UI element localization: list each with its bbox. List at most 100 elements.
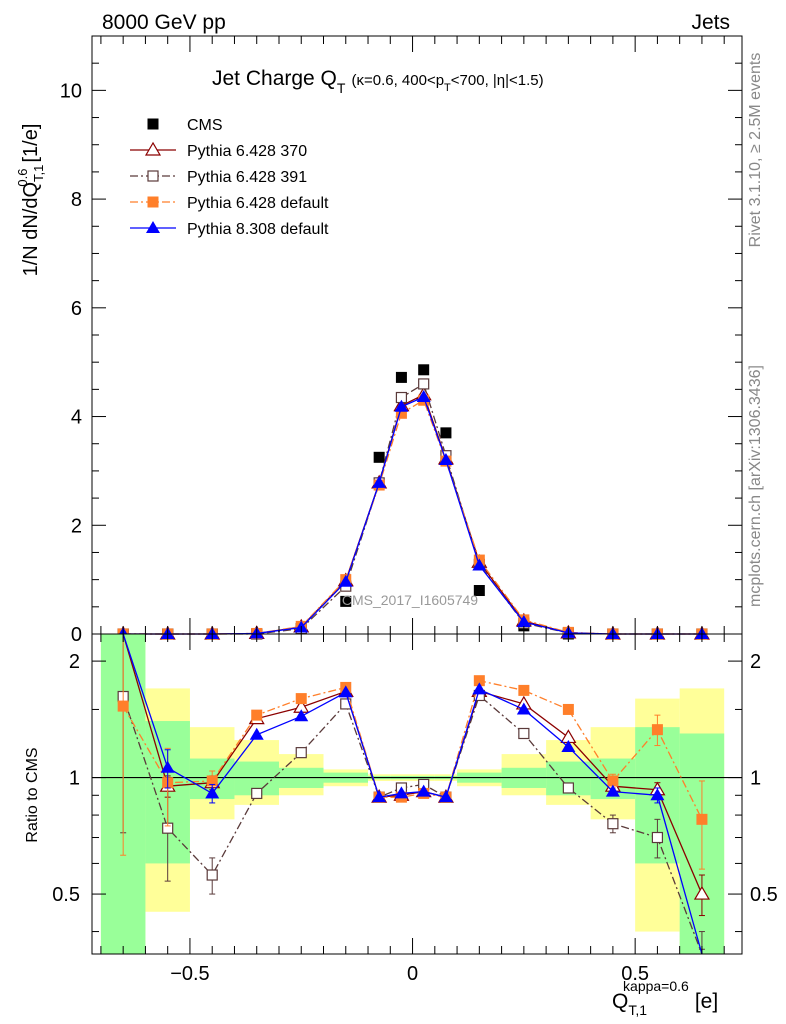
- main-point: [438, 453, 453, 466]
- main-point: [472, 558, 487, 571]
- main-ylabel-sub: T,1: [31, 165, 46, 182]
- header-right: Jets: [691, 11, 730, 34]
- ratio-point: [562, 782, 574, 794]
- legend-item: Pythia 8.308 default: [130, 221, 329, 238]
- main-ytick-label: 6: [71, 298, 82, 320]
- ratio-xlabel: QT,1 kappa=0.6 [e]: [612, 978, 718, 1018]
- ratio-point: [205, 786, 220, 799]
- ratio-xtick-label: 0.5: [621, 963, 649, 985]
- main-series-line: [123, 382, 702, 635]
- main-point: [373, 451, 385, 463]
- ratio-ytick-label-right: 2: [750, 651, 761, 673]
- ratio-point: [516, 702, 531, 715]
- legend-label: CMS: [187, 117, 223, 134]
- ratio-ylabel: Ratio to CMS: [24, 747, 41, 842]
- ratio-point: [294, 709, 309, 722]
- ratio-point: [438, 790, 453, 803]
- ratio-point: [607, 775, 619, 787]
- ratio-point: [160, 760, 175, 773]
- ratio-point: [605, 784, 620, 797]
- legend-item: Pythia 6.428 default: [130, 195, 329, 212]
- main-ytick-label: 8: [71, 189, 82, 211]
- ratio-xlabel-unit: [e]: [695, 990, 718, 1013]
- main-title-sub: T: [337, 80, 346, 96]
- ratio-point: [607, 818, 619, 830]
- ratio-point: [562, 703, 574, 715]
- ratio-point: [696, 813, 708, 825]
- ratio-series-line: [122, 633, 703, 955]
- legend-marker: [147, 170, 159, 182]
- legend-item: CMS: [147, 117, 223, 134]
- ratio-point: [394, 786, 409, 799]
- ratio-point: [117, 700, 129, 712]
- legend-item: Pythia 6.428 370: [130, 141, 307, 160]
- main-ylabel-sup: 0.6: [15, 169, 30, 187]
- legend-marker: [144, 141, 162, 156]
- main-point: [418, 378, 430, 390]
- ratio-ytick-label-right: 1: [750, 768, 761, 790]
- ratio-xlabel-sup: kappa=0.6: [623, 978, 689, 994]
- ratio-ytick-label: 1: [69, 768, 80, 790]
- ratio-xlabel-sub: T,1: [628, 1002, 647, 1018]
- main-point: [338, 574, 353, 587]
- legend-item: Pythia 6.428 391: [130, 169, 307, 186]
- ratio-point: [416, 784, 431, 797]
- watermark: CMS_2017_I1605749: [342, 592, 478, 608]
- ratio-point: [372, 790, 387, 803]
- main-point: [395, 371, 407, 383]
- legend-label: Pythia 6.428 391: [187, 169, 307, 186]
- ratio-series-line: [122, 633, 703, 895]
- ratio-point: [206, 869, 218, 881]
- ratio-ytick-label: 0.5: [52, 884, 80, 906]
- mcplots-label: mcplots.cern.ch [arXiv:1306.3436]: [747, 365, 764, 607]
- ratio-point: [473, 675, 485, 687]
- main-title-cond: (κ=0.6, 400<p: [351, 72, 444, 89]
- ratio-point: [206, 775, 218, 787]
- main-point: [395, 407, 407, 419]
- rivet-label: Rivet 3.1.10, ≥ 2.5M events: [747, 53, 764, 248]
- ratio-plot-frame: [91, 633, 743, 955]
- ratio-point: [295, 747, 307, 759]
- ratio-xtick-label: 0: [407, 963, 418, 985]
- main-point: [372, 475, 387, 488]
- main-ytick-label: 10: [60, 80, 82, 102]
- ratio-point: [472, 682, 487, 695]
- main-point: [340, 595, 352, 607]
- legend-marker: [146, 221, 160, 233]
- legend: CMS Pythia 6.428 370 Pythia 6.428 391 Pythi…: [130, 117, 329, 238]
- main-title-cond-sub: T: [444, 82, 451, 94]
- legend-label: Pythia 6.428 370: [187, 143, 307, 160]
- header-left: 8000 GeV pp: [102, 11, 226, 34]
- main-ytick-label: 4: [71, 407, 82, 429]
- main-ytick-label: 0: [71, 624, 82, 646]
- ratio-ytick-label-right: 0.5: [750, 884, 778, 906]
- ratio-point: [295, 693, 307, 705]
- ratio-xtick-label: −0.5: [170, 963, 209, 985]
- main-point: [473, 585, 485, 597]
- main-ytick-label: 2: [71, 515, 82, 537]
- main-title-cond-end: <700, |η|<1.5): [451, 72, 544, 89]
- ratio-series-line: [122, 679, 703, 820]
- ratio-plot: 0.5 0.5 1 1 2 2 −0.5 0 0.5 Ratio to CMS QT,1 kapp…: [24, 633, 778, 1018]
- main-title-text: Jet Charge Q: [212, 67, 337, 90]
- main-ylabel-unit: [1/e]: [20, 124, 42, 163]
- ratio-point: [561, 739, 576, 752]
- ratio-point: [251, 787, 263, 800]
- ratio-point: [693, 885, 710, 900]
- main-point: [516, 615, 531, 628]
- legend-marker: [147, 196, 159, 208]
- main-point: [418, 364, 430, 376]
- ratio-point: [251, 709, 263, 721]
- ratio-point: [650, 788, 665, 801]
- main-ylabel: 1/N dN/dQT,10.6 [1/e]: [15, 124, 46, 277]
- legend-label: Pythia 8.308 default: [187, 221, 329, 238]
- main-title: Jet Charge QT (κ=0.6, 400<pT<700, |η|<1.5…: [212, 67, 544, 96]
- ratio-point: [338, 685, 353, 698]
- ratio-xlabel-text: Q: [612, 990, 628, 1013]
- ratio-series-3: [122, 633, 703, 955]
- legend-label: Pythia 6.428 default: [187, 195, 329, 212]
- ratio-point: [249, 727, 264, 740]
- ratio-point: [651, 724, 663, 736]
